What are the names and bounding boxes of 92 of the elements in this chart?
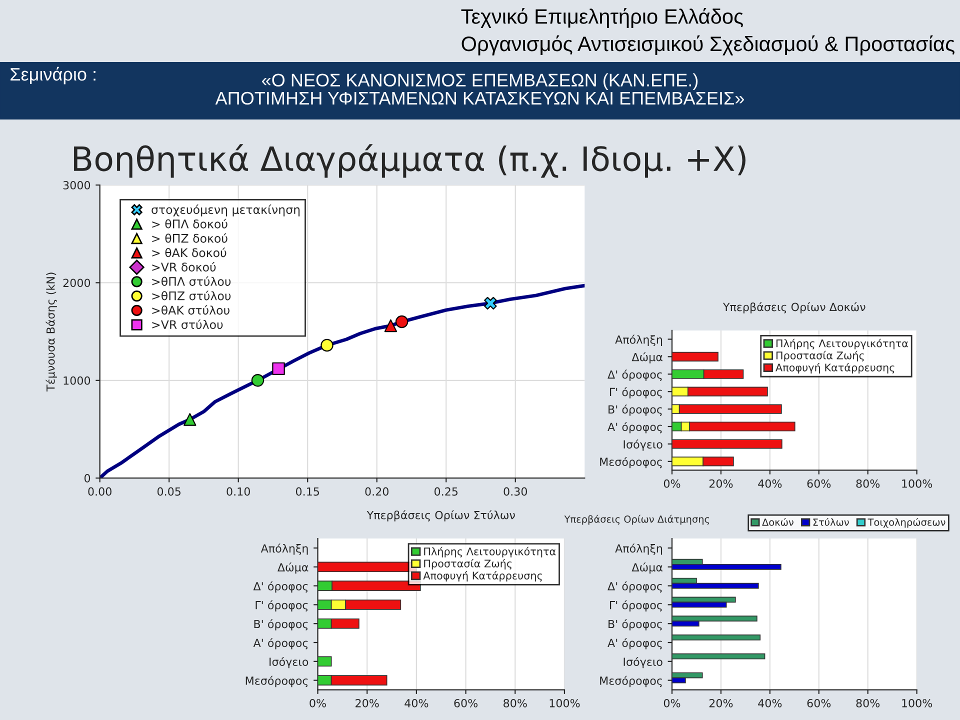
point <box>272 362 285 376</box>
point <box>384 319 398 332</box>
legend-label: >θΠΛ στύλου <box>152 276 231 286</box>
x-tick-label: 60% <box>807 479 831 488</box>
legend-label: Πλήρης Λειτουργικότητα <box>424 546 556 558</box>
y-tick-label: Δ' όροφος <box>608 581 662 593</box>
legend-label: Στύλων <box>813 518 849 526</box>
bar <box>672 634 761 640</box>
y-tick-label: Δώμα <box>632 562 662 574</box>
bar <box>672 352 718 362</box>
x-tick-label: 100% <box>550 698 580 708</box>
x-tick-label: 60% <box>454 698 478 708</box>
y-tick-label: Ισόγειο <box>624 656 662 668</box>
y-tick-label: Απόληξη <box>260 544 308 555</box>
bar <box>318 656 332 667</box>
y-tick-label: Γ' όροφος <box>610 600 662 612</box>
y-tick-label: 0 <box>84 474 90 482</box>
x-tick-label: 0.10 <box>226 487 250 496</box>
point <box>395 315 408 328</box>
y-tick-label: Α' όροφος <box>253 638 308 650</box>
x-tick-label: 40% <box>758 698 782 708</box>
legend-label: Προστασία Ζωής <box>424 558 512 570</box>
y-tick-label: Δώμα <box>632 352 662 364</box>
x-tick-label: 20% <box>709 479 733 488</box>
y-tick-label: 1000 <box>64 376 90 385</box>
chart-title: Βοηθητικά Διαγράμματα (π.χ. Ιδιομ. +Χ) <box>74 144 746 178</box>
y-tick-label: Δώμα <box>278 562 308 574</box>
legend-label: Δοκών <box>762 518 794 526</box>
legend-label: Προστασία Ζωής <box>776 350 864 362</box>
x-tick-label: 0.15 <box>296 487 320 496</box>
y-tick-label: 2000 <box>63 278 90 288</box>
chart-title: Υπερβάσεις Ορίων Διάτμησης <box>564 514 710 525</box>
x-tick-label: 0.05 <box>157 487 180 496</box>
y-tick-label: Β' όροφος <box>608 404 662 416</box>
y-tick-label: 3000 <box>63 181 90 190</box>
chart-title: Υπερβάσεις Ορίων Στύλων <box>366 510 515 522</box>
legend-label: στοχευόμενη μετακίνηση <box>152 204 300 216</box>
text: Τεχνικό Επιμελητήριο Ελλάδος <box>461 8 743 28</box>
x-tick-label: 0% <box>310 698 326 708</box>
point <box>320 338 334 352</box>
text: Οργανισμός Αντισεισμικού Σχεδιασμού & Προστασίας <box>462 35 954 56</box>
x-tick-label: 0.30 <box>504 487 528 496</box>
legend-label: > θΑΚ δοκού <box>152 248 226 258</box>
chart-title: Υπερβάσεις Ορίων Δοκών <box>722 302 866 314</box>
y-tick-label: Δ' όροφος <box>608 370 662 381</box>
point <box>184 413 196 426</box>
x-tick-label: 0% <box>664 698 680 708</box>
y-tick-label: Μεσόροφος <box>600 456 662 468</box>
point <box>251 374 264 387</box>
x-tick-label: 80% <box>504 698 527 708</box>
y-tick-label: Απόληξη <box>615 334 662 346</box>
text: «Ο ΝΕΟΣ ΚΑΝΟΝΙΣΜΟΣ ΕΠΕΜΒΑΣΕΩΝ (ΚΑΝ.ΕΠΕ.) ΑΠΟΤΙΜΗΣΗ ΥΦΙΣΤΑΜΕΝΩΝ ΚΑΤΑΣΚΕΥΩΝ ΚΑΙ ΕΠΕΜΒΑΣΕΙΣ» <box>215 73 744 105</box>
y-tick-label: Μεσόροφος <box>600 676 662 688</box>
legend-label: Πλήρης Λειτουργικότητα <box>776 338 908 350</box>
x-tick-label: 40% <box>404 698 428 708</box>
x-tick-label: 0.25 <box>434 487 458 496</box>
legend-label: > θΠΖ δοκού <box>152 233 228 243</box>
y-tick-label: Α' όροφος <box>608 422 662 434</box>
y-tick-label: Β' όροφος <box>608 619 662 630</box>
legend-label: Τοιχοληρώσεων <box>868 518 946 528</box>
x-tick-label: 20% <box>356 698 379 708</box>
y-tick-label: Α' όροφος <box>608 638 662 650</box>
x-tick-label: 100% <box>902 698 932 708</box>
legend-label: Αποφυγή Κατάρρευσης <box>776 362 894 374</box>
legend-label: >VR στύλου <box>152 319 223 330</box>
x-tick-label: 0.00 <box>88 487 112 496</box>
x-tick-label: 100% <box>902 479 932 488</box>
y-tick-label: Μεσόροφος <box>246 676 308 688</box>
x-tick-label: 0% <box>664 479 680 488</box>
y-tick-label: Ισόγειο <box>270 656 308 668</box>
y-tick-label: Β' όροφος <box>254 619 308 630</box>
bar <box>672 439 782 449</box>
x-tick-label: 0.20 <box>365 487 388 496</box>
y-axis-title: Τέμνουσα Βάσης (kN) <box>46 272 57 392</box>
x-tick-label: 40% <box>758 479 782 488</box>
x-tick-label: 80% <box>856 698 880 708</box>
text: Σεμινάριο : <box>10 66 96 84</box>
bar <box>672 653 766 660</box>
legend-label: >θΑΚ στύλου <box>152 305 230 315</box>
y-tick-label: Γ' όροφος <box>256 600 308 612</box>
y-tick-label: Απόληξη <box>615 544 662 555</box>
legend-label: >θΠΖ στύλου <box>152 290 231 300</box>
x-tick-label: 20% <box>709 698 733 708</box>
y-tick-label: Γ' όροφος <box>610 387 662 398</box>
legend-label: >VR δοκού <box>152 262 216 272</box>
y-tick-label: Δ' όροφος <box>253 581 308 593</box>
point <box>484 296 497 310</box>
legend-label: Αποφυγή Κατάρρευσης <box>423 571 542 582</box>
y-tick-label: Ισόγειο <box>624 440 662 451</box>
x-tick-label: 80% <box>856 479 880 488</box>
legend-label: > θΠΛ δοκού <box>152 218 228 228</box>
x-tick-label: 60% <box>807 698 831 708</box>
